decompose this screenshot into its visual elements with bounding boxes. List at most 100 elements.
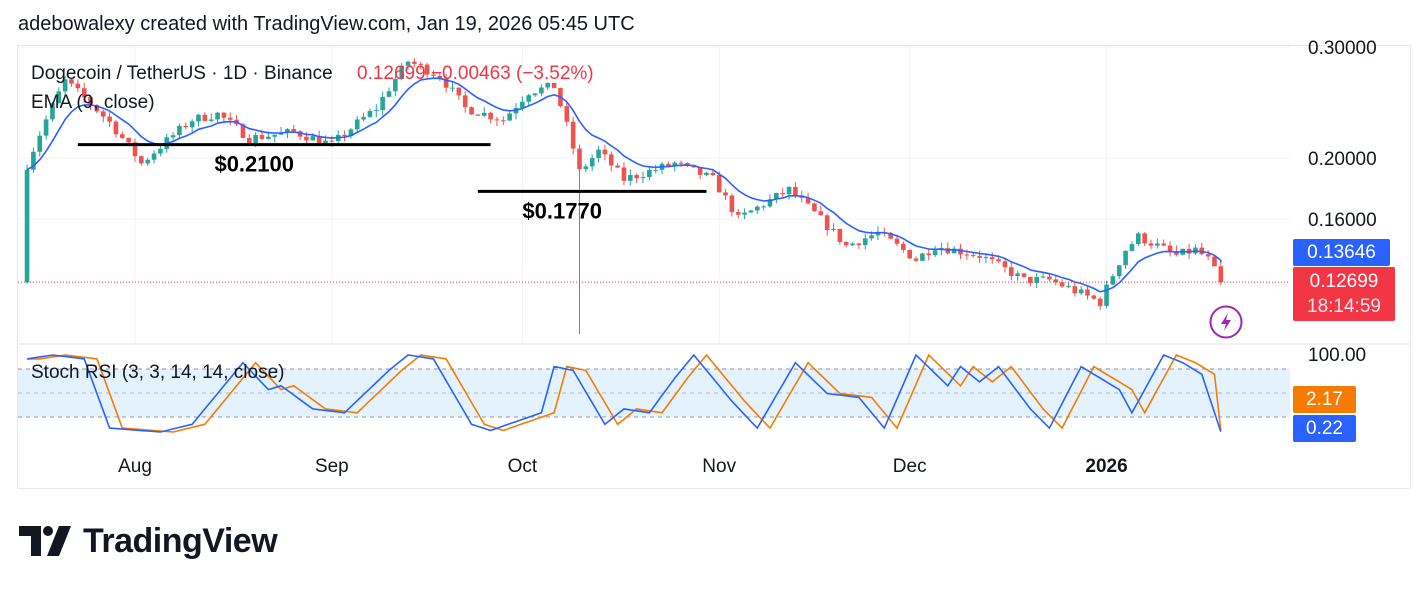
candle [901,241,906,253]
candle [945,242,951,255]
candle [907,249,912,259]
candle [418,61,424,70]
candle [469,106,474,116]
candle [170,132,176,142]
candle [723,188,728,201]
candle [780,188,785,199]
level-label: $0.1770 [522,198,602,223]
candle [1193,244,1198,255]
legend-stoch-rsi: Stoch RSI (3, 3, 14, 14, close) [31,362,284,383]
brand-name: TradingView [83,521,278,560]
legend-ema: EMA (9, close) [31,92,155,113]
candle [786,186,792,200]
candle [31,147,36,173]
price-tick-label: 0.20000 [1308,149,1377,170]
candle [729,193,735,217]
candle [227,112,233,126]
candle [202,112,208,122]
candle [748,209,754,213]
candle [81,82,87,103]
candle [113,119,119,138]
candle [507,110,512,121]
candle [583,163,589,173]
candle [989,252,995,264]
candle [69,78,74,87]
candle [958,244,963,260]
candle [602,144,608,161]
rsi-axis-100: 100.00 [1308,345,1366,366]
candle [488,111,493,124]
candle [316,130,322,145]
candle [1142,232,1147,246]
candle [139,155,144,166]
candle [539,84,544,97]
candle [1002,259,1008,273]
candle [596,145,601,163]
price-axis: 0.30000 0.20000 0.16000 [1308,38,1377,231]
candle [1091,294,1097,300]
candle [1199,242,1205,256]
candle [697,167,703,180]
candle [247,134,252,145]
candle [450,82,455,92]
candle [1205,250,1211,260]
candle [932,245,938,258]
candle [75,79,81,93]
candle [1009,262,1014,281]
candle [462,91,468,113]
legend-quote: 0.12699 −0.00463 (−3.52%) [357,63,594,84]
candle [774,192,779,204]
candle [1110,273,1116,286]
time-tick-label: Dec [893,456,927,477]
level-label: $0.2100 [214,152,294,177]
candle [983,254,989,264]
candle [37,131,43,157]
candle [297,130,303,141]
stoch-k-tag: 0.22 [1293,415,1356,442]
candle [628,169,633,186]
candle [678,160,684,168]
ema-line [26,77,1222,293]
candle [1015,270,1020,281]
candle [43,115,49,140]
stoch-rsi-d-line [27,353,1222,433]
candle [88,95,93,111]
candle [647,165,652,181]
candle [634,173,639,183]
candle [405,60,411,70]
candle [1066,281,1071,289]
candle [640,171,646,183]
candle [1053,274,1059,286]
support-levels: $0.2100 $0.1770 [77,143,707,223]
candle [1028,276,1033,287]
candle [456,87,462,101]
candle [475,114,481,116]
alert-icon[interactable] [1209,305,1243,339]
candle [1123,250,1128,270]
candle [564,101,570,127]
ema-value-tag: 0.13646 [1293,239,1390,266]
candle [1021,273,1027,279]
tradingview-logo[interactable]: TradingView [19,519,278,563]
candle [1059,279,1065,288]
candle [208,113,214,123]
price-tick-label: 0.16000 [1308,210,1377,231]
candle [1072,282,1078,297]
candle [50,101,55,122]
candle [926,248,932,261]
candle [888,231,893,240]
candle [431,70,436,78]
stoch-rsi-k-line [26,353,1222,433]
candle [348,127,354,139]
candle [393,75,398,96]
candle [189,119,195,133]
candle [856,242,862,249]
candle [755,205,760,215]
price-value-tag: 0.12699 18:14:59 [1293,267,1395,321]
time-tick-label: Oct [508,456,538,477]
candle [920,252,925,262]
candle [1167,241,1173,257]
candle [1034,273,1039,289]
candle [913,256,919,263]
